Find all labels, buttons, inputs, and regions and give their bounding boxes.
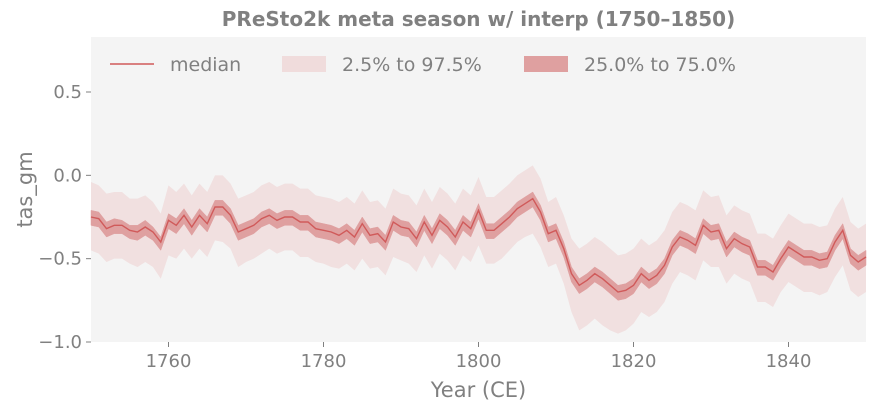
y-tick-label: 0.0 bbox=[53, 165, 82, 186]
legend-swatch-inner-band bbox=[524, 56, 568, 72]
x-tick-label: 1840 bbox=[766, 351, 812, 372]
x-axis: 1760 1780 1800 1820 1840 bbox=[146, 342, 812, 372]
band-2-5-to-97-5 bbox=[91, 165, 866, 334]
y-tick-label: −0.5 bbox=[38, 249, 82, 270]
legend-swatch-outer-band bbox=[282, 56, 326, 72]
chart-title: PReSto2k meta season w/ interp (1750–185… bbox=[222, 7, 735, 31]
x-axis-label: Year (CE) bbox=[430, 378, 526, 402]
x-tick-label: 1760 bbox=[146, 351, 192, 372]
median-line bbox=[90, 197, 867, 293]
legend-label: median bbox=[170, 54, 241, 76]
y-axis-label: tas_gm bbox=[13, 151, 38, 227]
x-tick-label: 1800 bbox=[456, 351, 502, 372]
band-25-to-75 bbox=[90, 191, 867, 301]
y-tick-label: −1.0 bbox=[38, 332, 82, 353]
y-axis: 0.5 0.0 −0.5 −1.0 bbox=[38, 82, 91, 353]
legend-label: 25.0% to 75.0% bbox=[584, 54, 736, 76]
x-tick-label: 1780 bbox=[301, 351, 347, 372]
y-tick-label: 0.5 bbox=[53, 82, 82, 103]
legend-label: 2.5% to 97.5% bbox=[342, 54, 482, 76]
x-tick-label: 1820 bbox=[611, 351, 657, 372]
legend: median 2.5% to 97.5% 25.0% to 75.0% bbox=[110, 54, 736, 76]
